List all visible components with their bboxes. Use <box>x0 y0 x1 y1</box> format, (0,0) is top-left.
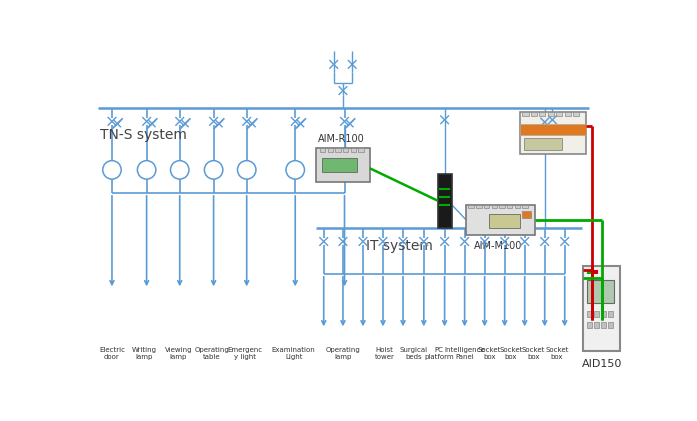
Text: Socket
box: Socket box <box>499 347 523 360</box>
Text: Operating
table: Operating table <box>194 347 229 360</box>
Bar <box>507 205 512 208</box>
Text: Writing
lamp: Writing lamp <box>132 347 157 360</box>
Text: Socket
box: Socket box <box>521 347 545 360</box>
Bar <box>601 322 606 328</box>
Bar <box>583 266 620 351</box>
Text: IT system: IT system <box>366 239 433 253</box>
Bar <box>573 112 579 116</box>
Bar <box>548 112 554 116</box>
Text: AID150: AID150 <box>581 359 622 368</box>
Bar <box>316 147 370 182</box>
Bar <box>601 311 606 317</box>
Bar <box>524 139 562 150</box>
Bar <box>522 112 528 116</box>
Bar <box>466 205 535 235</box>
Bar <box>539 112 546 116</box>
Bar <box>438 174 452 228</box>
Text: AIM-R100: AIM-R100 <box>318 134 365 144</box>
Bar <box>520 124 585 135</box>
Text: Intelligence
Panel: Intelligence Panel <box>444 347 485 360</box>
Bar <box>587 311 592 317</box>
Bar <box>351 147 356 152</box>
Text: Socket
box: Socket box <box>545 347 569 360</box>
Bar <box>556 112 562 116</box>
Bar <box>322 158 357 172</box>
Text: Socket
box: Socket box <box>477 347 501 360</box>
Bar <box>520 112 585 155</box>
Bar <box>594 311 599 317</box>
Bar <box>320 147 325 152</box>
Bar <box>594 322 599 328</box>
Bar <box>468 205 474 208</box>
Bar <box>335 147 341 152</box>
Bar <box>565 112 571 116</box>
Bar <box>476 205 482 208</box>
Bar <box>587 280 614 303</box>
Text: Hoist
tower: Hoist tower <box>374 347 395 360</box>
Bar <box>489 214 520 228</box>
Bar <box>484 205 489 208</box>
Bar <box>514 205 520 208</box>
Text: Emergenc
y light: Emergenc y light <box>228 347 263 360</box>
Text: Electric
door: Electric door <box>99 347 125 360</box>
Text: Examination
Light: Examination Light <box>272 347 316 360</box>
Bar <box>328 147 333 152</box>
Text: PC
platform: PC platform <box>424 347 454 360</box>
Text: Surgical
beds: Surgical beds <box>400 347 428 360</box>
Text: TN-S system: TN-S system <box>100 128 187 141</box>
Bar <box>491 205 497 208</box>
Text: Viewing
lamp: Viewing lamp <box>164 347 192 360</box>
Text: AIM-M100: AIM-M100 <box>474 242 522 251</box>
Bar <box>587 322 592 328</box>
Bar <box>358 147 364 152</box>
Text: Operating
lamp: Operating lamp <box>325 347 360 360</box>
Bar <box>531 112 537 116</box>
Bar <box>499 205 505 208</box>
Bar <box>521 210 531 218</box>
Bar <box>608 322 613 328</box>
Bar <box>343 147 348 152</box>
Bar <box>522 205 528 208</box>
Bar <box>608 311 613 317</box>
